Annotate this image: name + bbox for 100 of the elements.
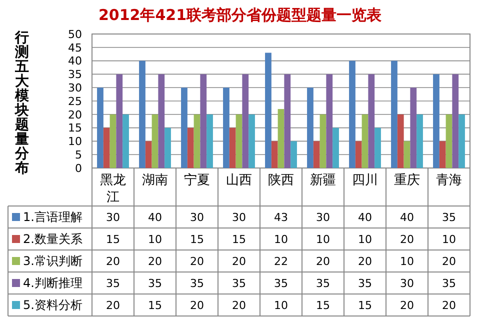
data-label: 30 — [316, 210, 330, 224]
bar — [200, 74, 207, 168]
bar — [416, 114, 423, 168]
y-tick-label: 20 — [68, 108, 82, 122]
data-label: 35 — [190, 276, 204, 290]
data-label: 10 — [316, 232, 330, 246]
x-tick-label: 新疆 — [310, 173, 336, 188]
data-label: 30 — [232, 210, 246, 224]
data-label: 35 — [442, 276, 456, 290]
data-label: 15 — [148, 298, 162, 312]
bar — [349, 60, 356, 168]
y-tick-label: 50 — [68, 28, 82, 41]
data-label: 20 — [400, 232, 414, 246]
data-label: 40 — [358, 210, 372, 224]
data-label: 20 — [316, 254, 330, 268]
bar — [290, 141, 297, 168]
bar — [368, 74, 375, 168]
y-tick-label: 0 — [75, 162, 82, 175]
data-label: 20 — [442, 298, 456, 312]
bar — [458, 114, 465, 168]
data-label: 10 — [400, 254, 414, 268]
bar — [410, 88, 417, 168]
data-label: 15 — [232, 232, 246, 246]
bar — [194, 114, 200, 168]
data-label: 35 — [358, 276, 372, 290]
data-label: 40 — [400, 210, 414, 224]
legend-label: 5.资料分析 — [23, 298, 82, 312]
legend-label: 3.常识判断 — [23, 254, 82, 268]
chart-title: 2012年421联考部分省份题型题量一览表 — [98, 6, 383, 24]
data-label: 35 — [148, 276, 162, 290]
data-label: 20 — [232, 298, 246, 312]
bar — [439, 141, 446, 168]
data-label: 40 — [148, 210, 162, 224]
data-label: 15 — [106, 232, 120, 246]
bar — [362, 114, 368, 168]
bar — [271, 141, 278, 168]
y-tick-label: 15 — [68, 122, 82, 135]
bar — [158, 74, 165, 168]
bar — [236, 114, 242, 168]
y-tick-label: 35 — [68, 68, 82, 82]
bar — [181, 88, 188, 168]
y-tick-label: 25 — [68, 94, 82, 108]
legend-label: 4.判断推理 — [23, 276, 82, 290]
data-label: 15 — [190, 232, 204, 246]
bar — [248, 114, 255, 168]
data-label: 20 — [106, 254, 120, 268]
x-tick-label: 湖南 — [142, 173, 168, 188]
bar — [391, 60, 398, 168]
bar — [164, 128, 171, 168]
bar — [206, 114, 213, 168]
data-label: 20 — [232, 254, 246, 268]
bar — [313, 141, 320, 168]
x-tick-label: 四川 — [352, 173, 378, 188]
bar — [152, 114, 158, 168]
data-label: 35 — [274, 276, 288, 290]
data-label: 35 — [316, 276, 330, 290]
bar — [139, 60, 146, 168]
text: 行测五大模块题量分布 — [15, 30, 29, 176]
data-label: 30 — [400, 276, 414, 290]
data-label: 20 — [190, 298, 204, 312]
x-tick-label: 山西 — [226, 173, 252, 188]
y-tick-label: 5 — [75, 148, 82, 162]
data-label: 43 — [274, 210, 288, 224]
data-label: 20 — [442, 254, 456, 268]
bar — [332, 128, 339, 168]
x-tick-label: 陕西 — [268, 173, 294, 188]
bar — [223, 88, 230, 168]
bar — [452, 74, 459, 168]
bar — [404, 141, 410, 168]
data-label: 10 — [274, 232, 288, 246]
bar — [320, 114, 326, 168]
data-label: 10 — [148, 232, 162, 246]
data-label: 30 — [190, 210, 204, 224]
y-tick-label: 45 — [68, 41, 82, 54]
y-tick-label: 40 — [68, 54, 82, 68]
bar — [433, 74, 440, 168]
data-label: 20 — [148, 254, 162, 268]
bar — [229, 128, 236, 168]
bar — [307, 88, 314, 168]
y-tick-label: 10 — [68, 135, 82, 148]
bar — [122, 114, 129, 168]
data-label: 10 — [274, 298, 288, 312]
data-label: 22 — [274, 254, 288, 268]
data-label: 20 — [190, 254, 204, 268]
data-label: 20 — [400, 298, 414, 312]
data-label: 35 — [442, 210, 456, 224]
bar — [397, 114, 404, 168]
data-label: 15 — [316, 298, 330, 312]
bar — [242, 74, 249, 168]
bar — [187, 128, 194, 168]
bar — [446, 114, 452, 168]
bar — [116, 74, 123, 168]
data-label: 30 — [106, 210, 120, 224]
y-tick-label: 30 — [68, 81, 82, 94]
bar — [374, 128, 381, 168]
legend-label: 1.言语理解 — [23, 210, 82, 224]
data-label: 20 — [106, 298, 120, 312]
bar — [110, 114, 116, 168]
x-tick-label: 黑龙江 — [100, 173, 126, 205]
bar — [355, 141, 362, 168]
